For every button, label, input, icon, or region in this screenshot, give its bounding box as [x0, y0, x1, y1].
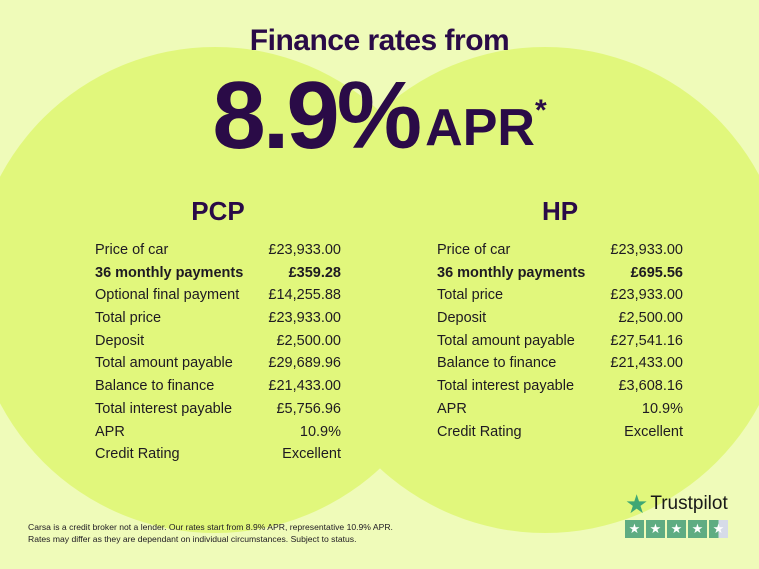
star-icon: ★ — [625, 489, 649, 519]
table-row: Total amount payable £29,689.96 — [95, 352, 341, 375]
pcp-title: PCP — [191, 196, 245, 226]
star-icon: ★ — [625, 520, 644, 538]
disclaimer: Carsa is a credit broker not a lender. O… — [28, 521, 393, 545]
trustpilot-badge[interactable]: ★ Trustpilot ★ ★ ★ ★ ★ — [625, 489, 728, 538]
row-value: £23,933.00 — [268, 242, 341, 258]
pcp-table: PCP Price of car £23,933.00 36 monthly pay… — [95, 196, 341, 466]
table-row: Balance to finance £21,433.00 — [437, 352, 683, 375]
row-label: Balance to finance — [437, 355, 557, 372]
row-value: £21,433.00 — [610, 355, 683, 372]
rate-value: 8.9% — [212, 62, 422, 169]
trustpilot-name: Trustpilot — [650, 493, 728, 514]
table-row: Deposit £2,500.00 — [95, 330, 341, 353]
table-row: Price of car £23,933.00 — [95, 239, 341, 262]
headline-subtitle: Finance rates from — [249, 24, 510, 57]
table-row: APR 10.9% — [95, 421, 341, 444]
row-value: £14,255.88 — [268, 287, 341, 304]
row-value: £3,608.16 — [618, 378, 683, 395]
row-label: Credit Rating — [437, 423, 522, 440]
table-row: APR 10.9% — [437, 398, 683, 421]
table-row: Credit Rating Excellent — [437, 421, 683, 444]
row-value: £29,689.96 — [268, 355, 341, 372]
row-label: Total interest payable — [437, 378, 575, 395]
row-label: APR — [95, 423, 125, 440]
trustpilot-logo: ★ Trustpilot — [625, 489, 728, 519]
table-row: Total interest payable £5,756.96 — [95, 398, 341, 421]
row-value: Excellent — [282, 446, 341, 463]
row-label: Total interest payable — [95, 400, 233, 417]
row-value: £695.56 — [630, 264, 683, 281]
disclaimer-line: Rates may differ as they are dependant o… — [28, 534, 357, 544]
star-icon: ★ — [646, 520, 665, 538]
hp-title: HP — [541, 196, 579, 226]
row-value: 10.9% — [641, 400, 683, 417]
table-row: Price of car £23,933.00 — [437, 239, 683, 262]
row-value: £23,933.00 — [610, 242, 683, 258]
table-row: Deposit £2,500.00 — [437, 307, 683, 330]
pcp-rows: Price of car £23,933.00 36 monthly payment… — [95, 239, 341, 466]
table-row: Balance to finance £21,433.00 — [95, 375, 341, 398]
table-row: Total price £23,933.00 — [437, 284, 683, 307]
row-label: Optional final payment — [95, 287, 240, 304]
row-label: Total amount payable — [95, 355, 233, 372]
row-value: £2,500.00 — [618, 310, 683, 327]
row-value: 10.9% — [299, 423, 341, 440]
hp-rows: Price of car £23,933.00 36 monthly payment… — [437, 239, 683, 443]
table-row: Total price £23,933.00 — [95, 307, 341, 330]
star-icon: ★ — [688, 520, 707, 538]
row-value: £5,756.96 — [276, 400, 341, 417]
disclaimer-line: Carsa is a credit broker not a lender. O… — [28, 522, 393, 532]
table-row: 36 monthly payments £359.28 — [95, 262, 341, 285]
headline-rate: 8.9% APR * — [0, 64, 759, 164]
asterisk: * — [534, 94, 547, 127]
row-label: Total price — [95, 310, 162, 327]
row-label: APR — [437, 400, 467, 417]
row-label: 36 monthly payments — [95, 264, 244, 281]
star-icon: ★ — [667, 520, 686, 538]
row-label: Balance to finance — [95, 378, 215, 395]
trustpilot-rating: ★ ★ ★ ★ ★ — [625, 520, 728, 538]
star-icon: ★ — [709, 520, 728, 538]
row-value: Excellent — [624, 423, 683, 440]
apr-label: APR — [425, 99, 535, 157]
row-label: 36 monthly payments — [437, 264, 586, 281]
row-label: Price of car — [95, 242, 169, 258]
row-label: Total price — [437, 287, 504, 304]
right-circle-decoration — [302, 47, 759, 533]
row-label: Total amount payable — [437, 332, 575, 349]
row-value: £359.28 — [288, 264, 341, 281]
table-row: Credit Rating Excellent — [95, 443, 341, 466]
table-row: Total amount payable £27,541.16 — [437, 330, 683, 353]
row-value: £23,933.00 — [610, 287, 683, 304]
row-value: £21,433.00 — [268, 378, 341, 395]
row-value: £2,500.00 — [276, 332, 341, 349]
row-label: Deposit — [437, 310, 487, 327]
row-label: Price of car — [437, 242, 511, 258]
row-value: £23,933.00 — [268, 310, 341, 327]
row-label: Credit Rating — [95, 446, 180, 463]
hp-table: HP Price of car £23,933.00 36 monthly paym… — [437, 196, 683, 443]
row-value: £27,541.16 — [610, 332, 683, 349]
row-label: Deposit — [95, 332, 145, 349]
table-row: Total interest payable £3,608.16 — [437, 375, 683, 398]
table-row: 36 monthly payments £695.56 — [437, 262, 683, 285]
table-row: Optional final payment £14,255.88 — [95, 284, 341, 307]
